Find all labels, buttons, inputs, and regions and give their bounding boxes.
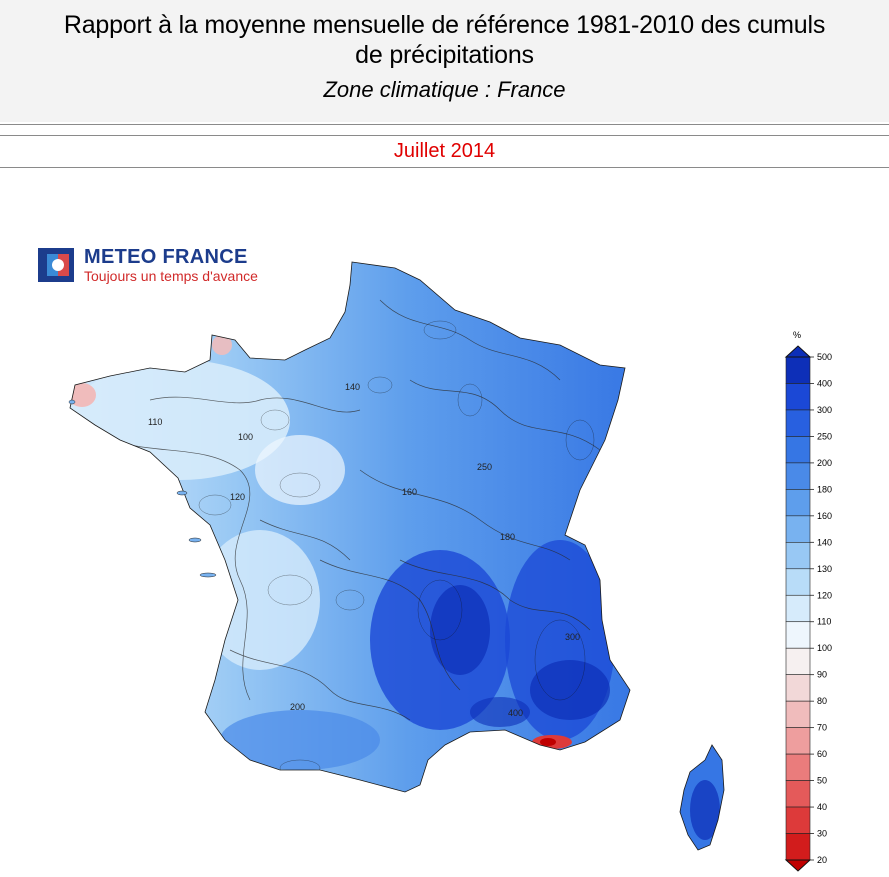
contour-label: 400 — [508, 708, 523, 718]
contour-label: 180 — [500, 532, 515, 542]
subtitle: Zone climatique : France — [323, 77, 566, 102]
colorbar-cell — [785, 647, 811, 675]
colorbar: % 500 400 300 250 200 180 160 140 130 120 110 100 90… — [784, 330, 832, 872]
period-label: Juillet 2014 — [393, 140, 496, 162]
colorbar-tick-label: 80 — [817, 696, 827, 706]
colorbar-cell — [785, 806, 811, 834]
colorbar-tick-label: 300 — [817, 405, 832, 415]
colorbar-bottom-arrow — [784, 859, 812, 872]
colorbar-tick-label: 130 — [817, 564, 832, 574]
colorbar-tick-label: 400 — [817, 378, 832, 388]
page-title: Rapport à la moyenne mensuelle de référe… — [0, 0, 889, 70]
contour-labels: 110 140 200 160 120 100 250 180 300 400 — [148, 382, 580, 718]
contour-label: 120 — [230, 492, 245, 502]
contour-label: 250 — [477, 462, 492, 472]
divider-top — [0, 124, 889, 125]
contour-label: 160 — [402, 487, 417, 497]
colorbar-tick-label: 120 — [817, 590, 832, 600]
divider-bottom — [0, 167, 889, 168]
colorbar-cell — [785, 489, 811, 517]
colorbar-tick-label: 20 — [817, 855, 827, 865]
colorbar-tick-label: 180 — [817, 484, 832, 494]
colorbar-cell — [785, 383, 811, 411]
colorbar-cell — [785, 356, 811, 384]
colorbar-tick-label: 70 — [817, 723, 827, 733]
contour-label: 300 — [565, 632, 580, 642]
colorbar-unit: % — [793, 330, 801, 340]
colorbar-cell — [785, 621, 811, 649]
title-line-1: Rapport à la moyenne mensuelle de référe… — [63, 11, 826, 39]
colorbar-cell — [785, 753, 811, 781]
title-line-2: de précipitations — [355, 41, 534, 69]
colorbar-cell — [785, 727, 811, 755]
colorbar-cell — [785, 780, 811, 808]
colorbar-tick-label: 110 — [817, 617, 831, 627]
colorbar-cell — [785, 833, 811, 861]
colorbar-cell — [785, 409, 811, 437]
colorbar-cell — [785, 436, 811, 464]
contour-label: 140 — [345, 382, 360, 392]
contour-label: 200 — [290, 702, 305, 712]
colorbar-top-arrow — [784, 345, 812, 358]
logo-name: METEO FRANCE — [84, 246, 248, 268]
colorbar-tick-label: 90 — [817, 670, 827, 680]
header: Rapport à la moyenne mensuelle de référe… — [0, 0, 889, 122]
logo-tagline: Toujours un temps d'avance — [84, 268, 258, 284]
colorbar-tick-label: 40 — [817, 802, 827, 812]
colorbar-tick-label: 50 — [817, 776, 827, 786]
colorbar-tick-label: 250 — [817, 431, 832, 441]
colorbar-cell — [785, 515, 811, 543]
colorbar-tick-label: 60 — [817, 749, 827, 759]
contour-label: 100 — [238, 432, 253, 442]
colorbar-cell — [785, 700, 811, 728]
colorbar-tick-label: 160 — [817, 511, 832, 521]
colorbar-cell — [785, 542, 811, 570]
colorbar-tick-label: 140 — [817, 537, 832, 547]
colorbar-tick-label: 100 — [817, 643, 832, 653]
colorbar-cell — [785, 594, 811, 623]
colorbar-cell — [785, 462, 811, 490]
colorbar-tick-label: 500 — [817, 352, 832, 362]
colorbar-cell — [785, 674, 811, 702]
france-map-fill — [70, 262, 724, 850]
atlantic-islands — [68, 399, 217, 578]
colorbar-tick-label: 30 — [817, 829, 827, 839]
divider-mid — [0, 135, 889, 136]
contour-label: 110 — [148, 417, 162, 427]
meteo-france-logo-icon — [38, 248, 74, 282]
colorbar-tick-label: 200 — [817, 458, 832, 468]
colorbar-cell — [785, 568, 811, 596]
